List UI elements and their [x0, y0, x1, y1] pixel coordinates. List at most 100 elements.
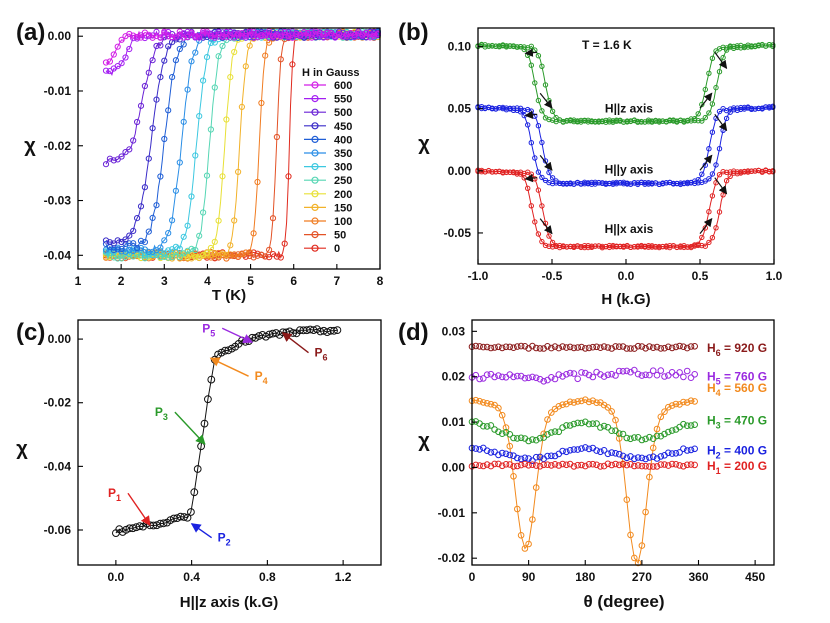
data-point: [716, 172, 723, 178]
data-point: [102, 237, 110, 244]
legend-item-350: 350: [304, 148, 352, 160]
sweep-arrow: [699, 154, 713, 171]
data-point: [176, 254, 183, 261]
data-point: [570, 399, 578, 406]
data-point: [582, 369, 589, 377]
x-tick-label: 90: [522, 570, 536, 584]
data-point: [157, 34, 164, 41]
data-point: [542, 82, 549, 88]
annotation-subscript: 6: [323, 353, 328, 363]
data-point: [574, 398, 582, 405]
data-point: [540, 430, 548, 438]
data-point: [503, 44, 510, 50]
data-point: [597, 448, 604, 456]
series-label-value: = 760 G: [721, 369, 767, 383]
data-point: [153, 28, 160, 35]
data-point: [570, 370, 578, 377]
data-point: [692, 243, 698, 249]
data-point: [242, 63, 249, 70]
series-h2: [468, 444, 699, 465]
data-point: [495, 372, 502, 379]
x-tick-label: 1: [75, 274, 82, 288]
data-point: [200, 29, 207, 37]
data-point: [183, 513, 192, 522]
series-label-value: = 470 G: [721, 414, 767, 428]
y-tick-label: -0.06: [44, 523, 72, 537]
x-tick-label: 1.0: [766, 269, 783, 283]
data-point: [289, 34, 296, 41]
data-point: [207, 126, 214, 133]
data-point: [506, 442, 514, 450]
data-point: [507, 169, 513, 176]
x-tick-label: 3: [161, 274, 168, 288]
data-point: [165, 28, 172, 36]
data-point: [525, 185, 531, 192]
data-point: [642, 243, 648, 250]
data-point: [589, 244, 595, 251]
data-point: [559, 460, 566, 468]
data-point: [589, 397, 597, 405]
data-point: [517, 461, 525, 469]
data-point: [359, 31, 366, 38]
data-point: [585, 420, 593, 428]
data-point: [656, 181, 662, 188]
y-tick-label: -0.03: [44, 194, 72, 208]
data-point: [623, 367, 631, 375]
data-point: [536, 453, 544, 461]
data-point: [553, 180, 559, 186]
x-tick-label: 270: [632, 570, 652, 584]
data-point: [585, 461, 593, 468]
legend-marker: [311, 135, 319, 143]
x-tick-label: 2: [118, 274, 125, 288]
data-point: [634, 462, 642, 469]
data-point: [692, 117, 698, 124]
data-point: [665, 428, 672, 436]
data-point: [495, 343, 502, 351]
data-point: [603, 181, 609, 187]
data-point: [649, 119, 655, 125]
data-point: [549, 244, 556, 250]
data-point: [634, 370, 642, 378]
data-point: [555, 344, 563, 352]
data-point: [491, 460, 498, 468]
series-h5: [468, 366, 699, 385]
data-point: [680, 445, 687, 453]
data-point: [535, 53, 542, 59]
data-point: [180, 41, 187, 48]
legend-label: 200: [334, 189, 352, 201]
data-point: [691, 421, 699, 429]
data-point: [102, 67, 110, 74]
data-point: [606, 180, 613, 187]
data-point: [695, 177, 701, 183]
data-point: [324, 29, 331, 36]
legend-label: 350: [334, 148, 352, 160]
data-point: [532, 80, 538, 86]
legend-item-500: 500: [304, 107, 352, 119]
data-point: [262, 32, 269, 39]
data-point: [620, 181, 627, 187]
data-point: [510, 43, 517, 49]
data-point: [674, 244, 680, 250]
data-point: [604, 450, 612, 458]
data-point: [498, 449, 506, 457]
data-point: [555, 403, 563, 410]
x-tick-label: 0.4: [183, 570, 200, 584]
data-point: [169, 74, 176, 81]
data-point: [157, 42, 164, 49]
data-point: [581, 181, 588, 187]
data-point: [638, 243, 645, 250]
data-point: [503, 169, 510, 176]
data-point: [559, 447, 566, 455]
data-point: [297, 32, 304, 39]
data-point: [695, 111, 701, 117]
data-point: [741, 44, 748, 51]
data-point: [709, 235, 716, 241]
data-point: [660, 181, 666, 187]
data-point: [731, 170, 737, 176]
data-point: [277, 33, 284, 40]
data-point: [638, 436, 646, 444]
data-point: [688, 118, 694, 124]
data-point: [289, 61, 296, 68]
legend-label: 600: [334, 80, 352, 92]
data-point: [483, 400, 491, 407]
